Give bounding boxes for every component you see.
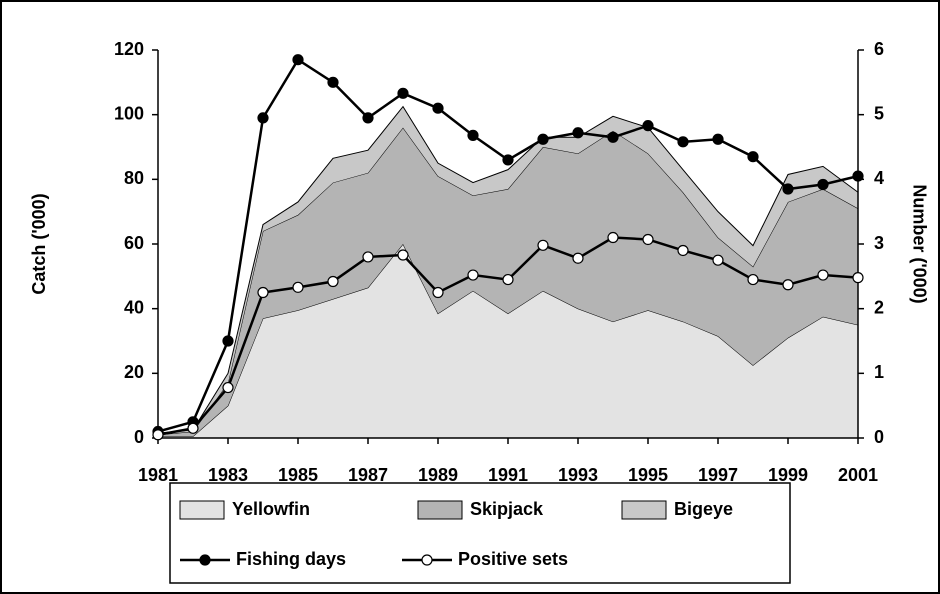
y2-tick-label: 0	[874, 427, 884, 447]
y-tick-label: 120	[114, 39, 144, 59]
legend-swatch	[621, 500, 667, 520]
y-axis-title: Catch ('000)	[29, 193, 49, 294]
marker	[642, 120, 654, 132]
marker	[747, 151, 759, 163]
legend-label: Yellowfin	[232, 499, 310, 519]
marker	[852, 170, 864, 182]
marker	[852, 272, 864, 284]
y-tick-label: 0	[134, 427, 144, 447]
marker	[432, 286, 444, 299]
y2-tick-label: 3	[874, 233, 884, 253]
marker	[572, 127, 584, 139]
marker	[292, 281, 304, 293]
legend-label: Fishing days	[236, 549, 346, 569]
y-tick-label: 60	[124, 233, 144, 253]
x-tick-label: 1993	[558, 465, 598, 485]
marker	[222, 381, 234, 394]
marker	[677, 244, 689, 257]
marker	[677, 136, 689, 148]
marker	[222, 335, 234, 347]
area	[158, 106, 858, 435]
legend-marker	[199, 554, 211, 566]
y2-tick-label: 2	[874, 297, 884, 317]
y2-axis-title: Number ('000)	[909, 184, 929, 303]
marker	[607, 131, 619, 143]
marker	[642, 233, 654, 246]
legend-box	[169, 482, 791, 584]
x-tick-label: 1981	[138, 465, 178, 485]
y-tick-label: 20	[124, 362, 144, 382]
y2-tick-label: 4	[874, 168, 884, 188]
marker	[292, 54, 304, 66]
marker	[747, 273, 759, 286]
x-tick-label: 1987	[348, 465, 388, 485]
x-tick-label: 1999	[768, 465, 808, 485]
marker	[502, 154, 514, 166]
marker	[712, 254, 724, 266]
area-edge	[157, 105, 859, 434]
x-tick-label: 1997	[698, 465, 738, 485]
marker	[362, 251, 374, 263]
x-tick-label: 1995	[628, 465, 668, 485]
marker	[432, 102, 444, 114]
x-tick-label: 1991	[488, 465, 528, 485]
legend-label: Skipjack	[470, 499, 544, 519]
legend-swatch	[179, 500, 225, 520]
marker	[712, 133, 724, 145]
area-edge	[158, 243, 859, 437]
marker	[782, 183, 794, 195]
marker	[257, 286, 269, 299]
marker	[572, 252, 584, 264]
marker	[327, 275, 339, 288]
y-tick-label: 100	[114, 103, 144, 123]
legend-label: Positive sets	[458, 549, 568, 569]
marker	[362, 112, 374, 124]
x-tick-label: 1989	[418, 465, 458, 485]
marker	[327, 76, 339, 88]
y-tick-label: 40	[124, 297, 144, 317]
area	[158, 244, 858, 438]
marker	[397, 87, 409, 99]
marker	[467, 269, 479, 281]
marker	[817, 178, 829, 191]
marker	[537, 133, 549, 145]
x-tick-label: 1985	[278, 465, 318, 485]
x-tick-label: 1983	[208, 465, 248, 485]
marker	[817, 269, 829, 281]
y2-tick-label: 5	[874, 103, 884, 123]
legend-swatch	[417, 500, 463, 520]
x-tick-label: 2001	[838, 465, 878, 485]
marker	[607, 231, 619, 244]
legend-marker	[421, 554, 433, 566]
marker	[257, 112, 269, 124]
marker	[152, 429, 164, 441]
marker	[502, 273, 514, 286]
marker	[397, 249, 409, 261]
marker	[537, 239, 549, 251]
y-tick-label: 80	[124, 168, 144, 188]
marker	[187, 422, 199, 434]
y2-tick-label: 6	[874, 39, 884, 59]
marker	[467, 129, 479, 141]
y2-tick-label: 1	[874, 362, 884, 382]
marker	[782, 279, 794, 291]
legend-label: Bigeye	[674, 499, 733, 519]
